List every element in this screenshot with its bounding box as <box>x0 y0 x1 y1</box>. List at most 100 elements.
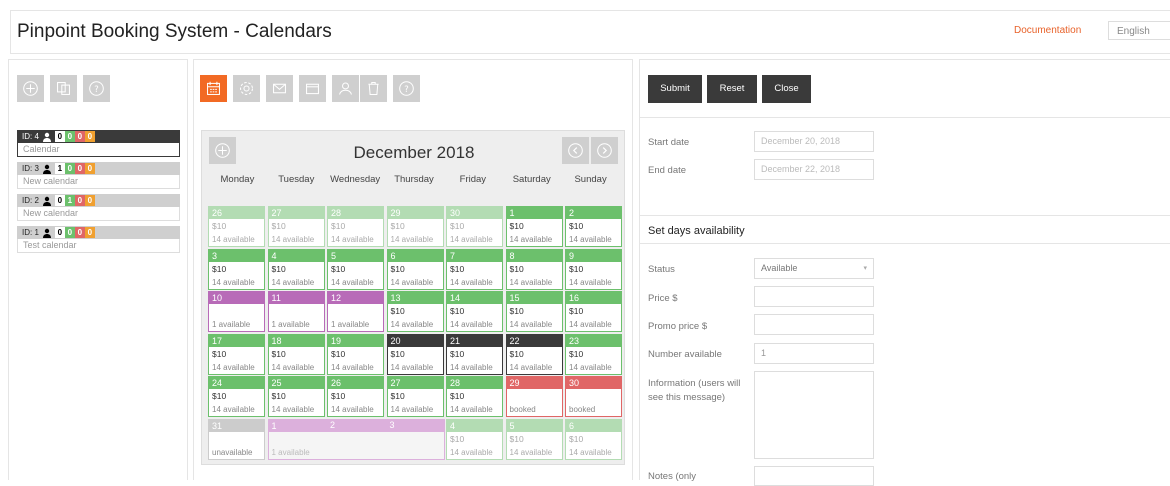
day-number: 28 <box>328 207 383 219</box>
day-cell[interactable]: 22 $10 14 available <box>505 333 563 375</box>
weekday-label: Monday <box>220 174 255 185</box>
promo-price-label: Promo price $ <box>648 321 708 332</box>
reset-button[interactable]: Reset <box>707 75 757 103</box>
day-cell[interactable]: 23 $10 14 available <box>565 333 622 375</box>
rejected-count: 0 <box>74 227 85 238</box>
users-button[interactable] <box>332 75 359 102</box>
end-date-input[interactable]: December 22, 2018 <box>754 159 874 180</box>
day-cell[interactable]: 17 $10 14 available <box>208 333 265 375</box>
day-cell[interactable]: 4 $10 14 available <box>446 418 503 460</box>
submit-button[interactable]: Submit <box>648 75 702 103</box>
day-cell[interactable]: 2 $10 14 available <box>565 206 622 247</box>
divider <box>640 243 1170 244</box>
promo-price-input[interactable] <box>754 314 874 335</box>
day-cell[interactable]: 1 $10 14 available <box>505 206 563 247</box>
day-cell[interactable]: 30 booked <box>565 376 622 417</box>
day-cell[interactable]: 28 $10 14 available <box>446 376 503 417</box>
calendar-list-item[interactable]: ID: 3 1 0 0 0 New calendar <box>17 162 180 190</box>
day-cell[interactable]: 4 $10 14 available <box>267 248 325 290</box>
day-number: 17 <box>209 334 264 347</box>
day-price: $10 <box>390 306 405 316</box>
day-cell[interactable]: 31 unavailable <box>208 418 265 460</box>
settings-button[interactable] <box>233 75 260 102</box>
day-cell[interactable]: 13 $10 14 available <box>386 291 444 332</box>
day-availability: 14 available <box>569 362 612 372</box>
day-cell[interactable]: 16 $10 14 available <box>565 291 622 332</box>
number-available-label: Number available <box>648 349 722 360</box>
day-price: $10 <box>390 348 405 359</box>
help-button[interactable]: ? <box>83 75 110 102</box>
information-textarea[interactable] <box>754 371 874 459</box>
day-price: $10 <box>212 221 227 231</box>
day-cell[interactable]: 29 booked <box>505 376 563 417</box>
calendar-list-item[interactable]: ID: 1 0 0 0 0 Test calendar <box>17 226 180 254</box>
day-cell[interactable]: 19 $10 14 available <box>327 333 384 375</box>
notes-textarea[interactable] <box>754 466 874 486</box>
day-availability: 14 available <box>509 320 553 329</box>
day-cell[interactable]: 2 <box>327 418 384 432</box>
calendar-list-item[interactable]: ID: 4 0 0 0 0 Calendar <box>17 130 180 158</box>
day-cell[interactable]: 18 $10 14 available <box>267 333 325 375</box>
user-icon <box>42 228 51 238</box>
day-cell[interactable]: 7 $10 14 available <box>446 248 503 290</box>
day-cell[interactable]: 20 $10 14 available <box>386 333 444 375</box>
day-number: 5 <box>506 419 562 432</box>
day-cell[interactable]: 3 $10 14 available <box>208 248 265 290</box>
day-cell[interactable]: 29 $10 14 available <box>386 206 444 247</box>
day-cell[interactable]: 14 $10 14 available <box>446 291 503 332</box>
price-input[interactable] <box>754 286 874 307</box>
calendar-tab-button[interactable] <box>200 75 227 102</box>
day-cell[interactable]: 3 <box>386 418 444 432</box>
duplicate-calendar-button[interactable] <box>50 75 77 102</box>
documentation-link[interactable]: Documentation <box>1014 25 1082 36</box>
calendar-help-button[interactable]: ? <box>393 75 420 102</box>
day-availability: 14 available <box>450 447 493 457</box>
user-icon <box>42 196 51 206</box>
add-calendar-button[interactable] <box>17 75 44 102</box>
calendar-icon <box>207 81 220 95</box>
day-cell[interactable]: 11 1 available <box>267 291 325 332</box>
next-month-button[interactable] <box>591 137 618 164</box>
previous-month-button[interactable] <box>562 137 589 164</box>
day-cell[interactable]: 6 $10 14 available <box>565 418 622 460</box>
day-cell[interactable]: 27 $10 14 available <box>386 376 444 417</box>
status-select[interactable]: Available ▾ <box>754 258 874 279</box>
payments-button[interactable] <box>299 75 326 102</box>
day-cell[interactable]: 30 $10 14 available <box>446 206 503 247</box>
day-cell[interactable]: 8 $10 14 available <box>505 248 563 290</box>
approved-count: 0 <box>64 227 75 238</box>
notifications-button[interactable] <box>266 75 293 102</box>
day-cell[interactable]: 10 1 available <box>208 291 265 332</box>
day-number: 11 <box>268 292 324 304</box>
day-cell[interactable]: 15 $10 14 available <box>505 291 563 332</box>
delete-button[interactable] <box>360 75 387 102</box>
day-price <box>209 434 264 445</box>
day-price: $10 <box>212 263 227 274</box>
day-cell[interactable]: 28 $10 14 available <box>327 206 384 247</box>
day-cell[interactable]: 5 $10 14 available <box>505 418 563 460</box>
day-cell[interactable]: 5 $10 14 available <box>327 248 384 290</box>
start-date-input[interactable]: December 20, 2018 <box>754 131 874 152</box>
day-availability: 1 available <box>271 447 310 457</box>
calendar-list-item[interactable]: ID: 2 0 1 0 0 New calendar <box>17 194 180 222</box>
day-availability: 14 available <box>509 235 553 244</box>
status-label: Status <box>648 264 675 275</box>
day-cell[interactable]: 6 $10 14 available <box>386 248 444 290</box>
day-cell[interactable]: 25 $10 14 available <box>267 376 325 417</box>
pending-count: 0 <box>84 131 95 142</box>
number-available-input[interactable]: 1 <box>754 343 874 364</box>
day-cell[interactable]: 9 $10 14 available <box>565 248 622 290</box>
day-cell[interactable]: 26 $10 14 available <box>208 206 265 247</box>
day-cell[interactable]: 24 $10 14 available <box>208 376 265 417</box>
day-cell[interactable]: 27 $10 14 available <box>267 206 325 247</box>
close-button[interactable]: Close <box>762 75 811 103</box>
day-cell[interactable]: 21 $10 14 available <box>446 333 503 375</box>
day-price: $10 <box>569 348 584 359</box>
day-availability: 14 available <box>331 277 374 287</box>
day-availability: 14 available <box>509 447 553 457</box>
chevron-down-icon: ▾ <box>863 265 867 272</box>
day-cell[interactable]: 26 $10 14 available <box>327 376 384 417</box>
day-cell[interactable]: 12 1 available <box>327 291 384 332</box>
add-period-button[interactable] <box>209 137 236 164</box>
language-select[interactable]: English <box>1108 21 1170 40</box>
